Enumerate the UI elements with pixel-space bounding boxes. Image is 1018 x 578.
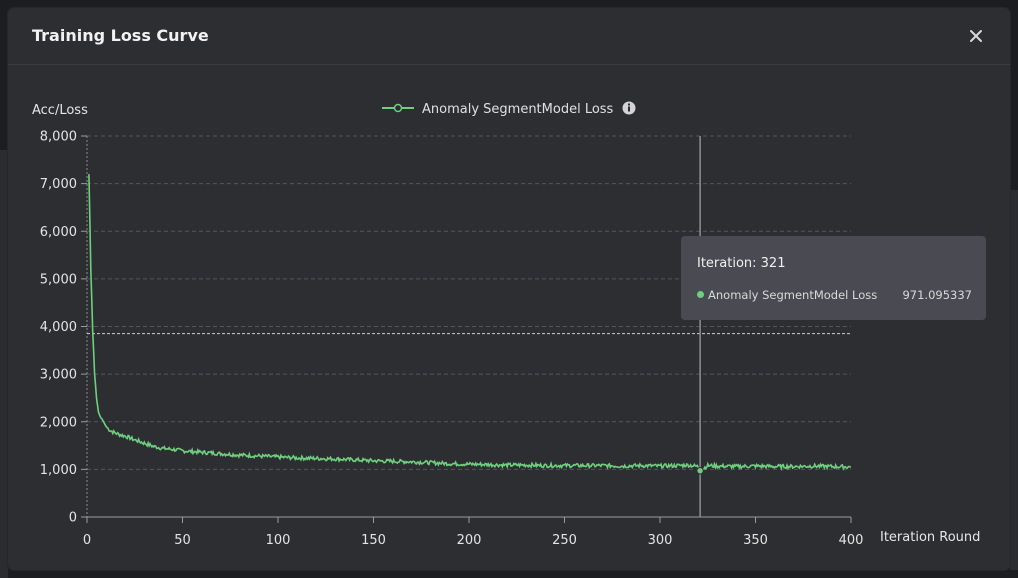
x-tick-label: 0: [83, 533, 91, 548]
tooltip-series-dot: [697, 291, 704, 298]
x-tick-label: 100: [266, 533, 291, 548]
legend-marker: [393, 103, 403, 113]
x-tick-label: 250: [552, 533, 577, 548]
y-tick-label: 0: [69, 511, 77, 526]
hover-tooltip: Iteration: 321 Anomaly SegmentModel Loss…: [681, 236, 986, 320]
x-tick-label: 300: [648, 533, 673, 548]
x-tick-label: 50: [174, 533, 191, 548]
x-tick-label: 400: [839, 533, 864, 548]
background-panel-right: [1010, 190, 1018, 570]
modal-title: Training Loss Curve: [32, 26, 209, 45]
legend-label: Anomaly SegmentModel Loss: [422, 102, 614, 117]
info-icon[interactable]: [622, 101, 636, 115]
y-ticks: 0 1,000 2,000 3,000 4,000 5,000 6,000 7,000 8,00…: [40, 130, 87, 526]
background-panel-left: [0, 150, 8, 578]
tooltip-row: Anomaly SegmentModel Loss 971.095337: [697, 288, 972, 302]
tooltip-value: 971.095337: [902, 288, 972, 302]
hover-point[interactable]: [696, 467, 704, 475]
close-button[interactable]: [964, 24, 988, 48]
y-tick-label: 4,000: [40, 320, 77, 335]
y-tick-label: 3,000: [40, 368, 77, 383]
series-line-anomaly-segmentmodel-loss: [88, 174, 852, 474]
training-loss-modal: Training Loss Curve 0 1,000 2,000 3,000 4,00…: [8, 8, 1010, 570]
y-tick-label: 2,000: [40, 415, 77, 430]
x-ticks: 0 50 100 150 200 250 300 350 400: [83, 517, 864, 548]
legend[interactable]: Anomaly SegmentModel Loss: [382, 101, 636, 118]
tooltip-series-name: Anomaly SegmentModel Loss: [708, 288, 878, 302]
y-tick-label: 6,000: [40, 225, 77, 240]
x-axis-label: Iteration Round: [880, 530, 980, 545]
y-tick-label: 1,000: [40, 463, 77, 478]
modal-header: Training Loss Curve: [8, 8, 1010, 65]
y-axis-label: Acc/Loss: [32, 103, 88, 118]
y-tick-label: 5,000: [40, 272, 77, 287]
grid-lines: [87, 135, 851, 470]
loss-chart: 0 1,000 2,000 3,000 4,000 5,000 6,000 7,000 8,00…: [32, 101, 980, 548]
y-tick-label: 8,000: [40, 130, 77, 145]
x-tick-label: 350: [743, 533, 768, 548]
tooltip-title: Iteration: 321: [697, 256, 786, 271]
y-tick-label: 7,000: [40, 177, 77, 192]
close-icon[interactable]: [964, 24, 988, 48]
x-tick-label: 200: [457, 533, 482, 548]
x-tick-label: 150: [361, 533, 386, 548]
